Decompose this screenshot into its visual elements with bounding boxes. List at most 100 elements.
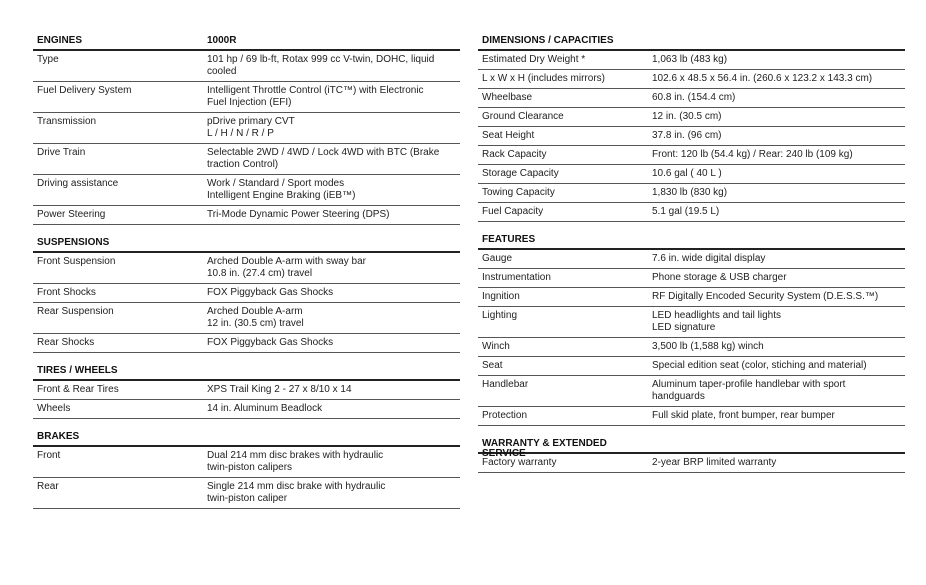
- spec-label: Front: [37, 450, 61, 461]
- spec-row: Front & Rear Tires XPS Trail King 2 - 27 …: [33, 381, 460, 400]
- spec-value: Intelligent Throttle Control (iTC™) with…: [207, 85, 424, 108]
- right-column: DIMENSIONS / CAPACITIES Estimated Dry Wei…: [478, 36, 905, 486]
- spec-value: FOX Piggyback Gas Shocks: [207, 337, 334, 348]
- spec-value: FOX Piggyback Gas Shocks: [207, 287, 334, 298]
- section-header: TIRES / WHEELS: [33, 366, 460, 381]
- spec-row: Ground Clearance 12 in. (30.5 cm): [478, 108, 905, 127]
- spec-row: Transmission pDrive primary CVT L / H / N…: [33, 113, 460, 144]
- section-title: DIMENSIONS / CAPACITIES: [482, 35, 614, 46]
- spec-label: Rear Suspension: [37, 306, 114, 317]
- spec-row: Storage Capacity 10.6 gal ( 40 L ): [478, 165, 905, 184]
- section-header: WARRANTY & EXTENDED SERVICE: [478, 438, 905, 459]
- spec-row: Driving assistance Work / Standard / Spor…: [33, 175, 460, 206]
- section-header: SUSPENSIONS: [33, 238, 460, 253]
- spec-label: Transmission: [37, 116, 97, 127]
- spec-section: TIRES / WHEELS Front & Rear Tires XPS Trai…: [33, 366, 460, 419]
- section-model: 1000R: [207, 35, 237, 46]
- spec-label: Factory warranty: [482, 457, 557, 468]
- spec-section: DIMENSIONS / CAPACITIES Estimated Dry Wei…: [478, 36, 905, 222]
- spec-value: 1,063 lb (483 kg): [652, 54, 728, 65]
- spec-label: Winch: [482, 341, 510, 352]
- spec-row: Handlebar Aluminum taper-profile handleba…: [478, 376, 905, 407]
- spec-label: Power Steering: [37, 209, 106, 220]
- spec-label: Storage Capacity: [482, 168, 559, 179]
- section-header: ENGINES 1000R: [33, 36, 460, 51]
- spec-value: 60.8 in. (154.4 cm): [652, 92, 736, 103]
- spec-label: Wheels: [37, 403, 71, 414]
- spec-value: RF Digitally Encoded Security System (D.…: [652, 291, 879, 302]
- spec-label: Protection: [482, 410, 528, 421]
- left-column: ENGINES 1000R Type 101 hp / 69 lb-ft, Rotax…: [33, 36, 460, 522]
- spec-value: Front: 120 lb (54.4 kg) / Rear: 240 lb (…: [652, 149, 853, 160]
- spec-label: Drive Train: [37, 147, 86, 158]
- section-model: [207, 238, 456, 248]
- section-title: SUSPENSIONS: [37, 237, 110, 248]
- spec-value: 102.6 x 48.5 x 56.4 in. (260.6 x 123.2 x…: [652, 73, 873, 84]
- spec-label: Towing Capacity: [482, 187, 555, 198]
- spec-value: Selectable 2WD / 4WD / Lock 4WD with BTC…: [207, 147, 440, 170]
- spec-value: Work / Standard / Sport modes Intelligen…: [207, 178, 356, 201]
- spec-label: Fuel Delivery System: [37, 85, 132, 96]
- section-model: [207, 366, 456, 376]
- spec-row: Front Dual 214 mm disc brakes with hydrau…: [33, 447, 460, 478]
- spec-value: Single 214 mm disc brake with hydraulic …: [207, 481, 386, 504]
- section-title: FEATURES: [482, 234, 536, 245]
- spec-row: Rear Suspension Arched Double A-arm 12 in…: [33, 303, 460, 334]
- spec-label: L x W x H (includes mirrors): [482, 73, 605, 84]
- spec-value: 7.6 in. wide digital display: [652, 253, 766, 264]
- section-model: [652, 439, 901, 449]
- spec-value: Arched Double A-arm 12 in. (30.5 cm) tra…: [207, 306, 304, 329]
- spec-row: Rear Single 214 mm disc brake with hydrau…: [33, 478, 460, 509]
- spec-label: Seat: [482, 360, 503, 371]
- spec-value: 3,500 lb (1,588 kg) winch: [652, 341, 764, 352]
- spec-value: 2-year BRP limited warranty: [652, 457, 777, 468]
- spec-row: Rear Shocks FOX Piggyback Gas Shocks: [33, 334, 460, 353]
- spec-row: Winch 3,500 lb (1,588 kg) winch: [478, 338, 905, 357]
- spec-row: L x W x H (includes mirrors) 102.6 x 48.5…: [478, 70, 905, 89]
- spec-row: Estimated Dry Weight * 1,063 lb (483 kg): [478, 51, 905, 70]
- section-model: [652, 235, 901, 245]
- spec-row: Towing Capacity 1,830 lb (830 kg): [478, 184, 905, 203]
- section-model: [652, 36, 901, 46]
- section-title: BRAKES: [37, 431, 80, 442]
- spec-label: Gauge: [482, 253, 513, 264]
- spec-row: Seat Special edition seat (color, stichin…: [478, 357, 905, 376]
- section-title: ENGINES: [37, 35, 83, 46]
- spec-row: Factory warranty 2-year BRP limited warra…: [478, 454, 905, 473]
- spec-row: Rack Capacity Front: 120 lb (54.4 kg) / R…: [478, 146, 905, 165]
- section-title: TIRES / WHEELS: [37, 365, 118, 376]
- spec-value: Tri-Mode Dynamic Power Steering (DPS): [207, 209, 390, 220]
- spec-row: Ingnition RF Digitally Encoded Security S…: [478, 288, 905, 307]
- spec-label: Handlebar: [482, 379, 529, 390]
- spec-row: Power Steering Tri-Mode Dynamic Power Ste…: [33, 206, 460, 225]
- spec-row: Type 101 hp / 69 lb-ft, Rotax 999 cc V-tw…: [33, 51, 460, 82]
- spec-label: Type: [37, 54, 59, 65]
- spec-label: Fuel Capacity: [482, 206, 544, 217]
- section-title: WARRANTY & EXTENDED SERVICE: [482, 438, 607, 459]
- spec-section: ENGINES 1000R Type 101 hp / 69 lb-ft, Rotax…: [33, 36, 460, 225]
- spec-section: SUSPENSIONS Front Suspension Arched Double…: [33, 238, 460, 353]
- spec-value: Special edition seat (color, stiching an…: [652, 360, 867, 371]
- spec-row: Wheels 14 in. Aluminum Beadlock: [33, 400, 460, 419]
- section-model: [207, 432, 456, 442]
- spec-value: 101 hp / 69 lb-ft, Rotax 999 cc V-twin, …: [207, 54, 435, 77]
- spec-value: XPS Trail King 2 - 27 x 8/10 x 14: [207, 384, 352, 395]
- spec-row: Lighting LED headlights and tail lights L…: [478, 307, 905, 338]
- spec-label: Instrumentation: [482, 272, 551, 283]
- spec-label: Seat Height: [482, 130, 535, 141]
- spec-label: Rack Capacity: [482, 149, 547, 160]
- spec-section: WARRANTY & EXTENDED SERVICE Factory warra…: [478, 439, 905, 473]
- spec-row: Fuel Delivery System Intelligent Throttle…: [33, 82, 460, 113]
- section-header: DIMENSIONS / CAPACITIES: [478, 36, 905, 51]
- spec-label: Front Shocks: [37, 287, 96, 298]
- spec-value: pDrive primary CVT L / H / N / R / P: [207, 116, 295, 139]
- spec-label: Rear: [37, 481, 59, 492]
- spec-label: Driving assistance: [37, 178, 119, 189]
- spec-label: Ground Clearance: [482, 111, 564, 122]
- spec-label: Front Suspension: [37, 256, 116, 267]
- spec-row: Gauge 7.6 in. wide digital display: [478, 250, 905, 269]
- spec-row: Drive Train Selectable 2WD / 4WD / Lock 4…: [33, 144, 460, 175]
- spec-row: Wheelbase 60.8 in. (154.4 cm): [478, 89, 905, 108]
- spec-section: BRAKES Front Dual 214 mm disc brakes with …: [33, 432, 460, 509]
- spec-row: Seat Height 37.8 in. (96 cm): [478, 127, 905, 146]
